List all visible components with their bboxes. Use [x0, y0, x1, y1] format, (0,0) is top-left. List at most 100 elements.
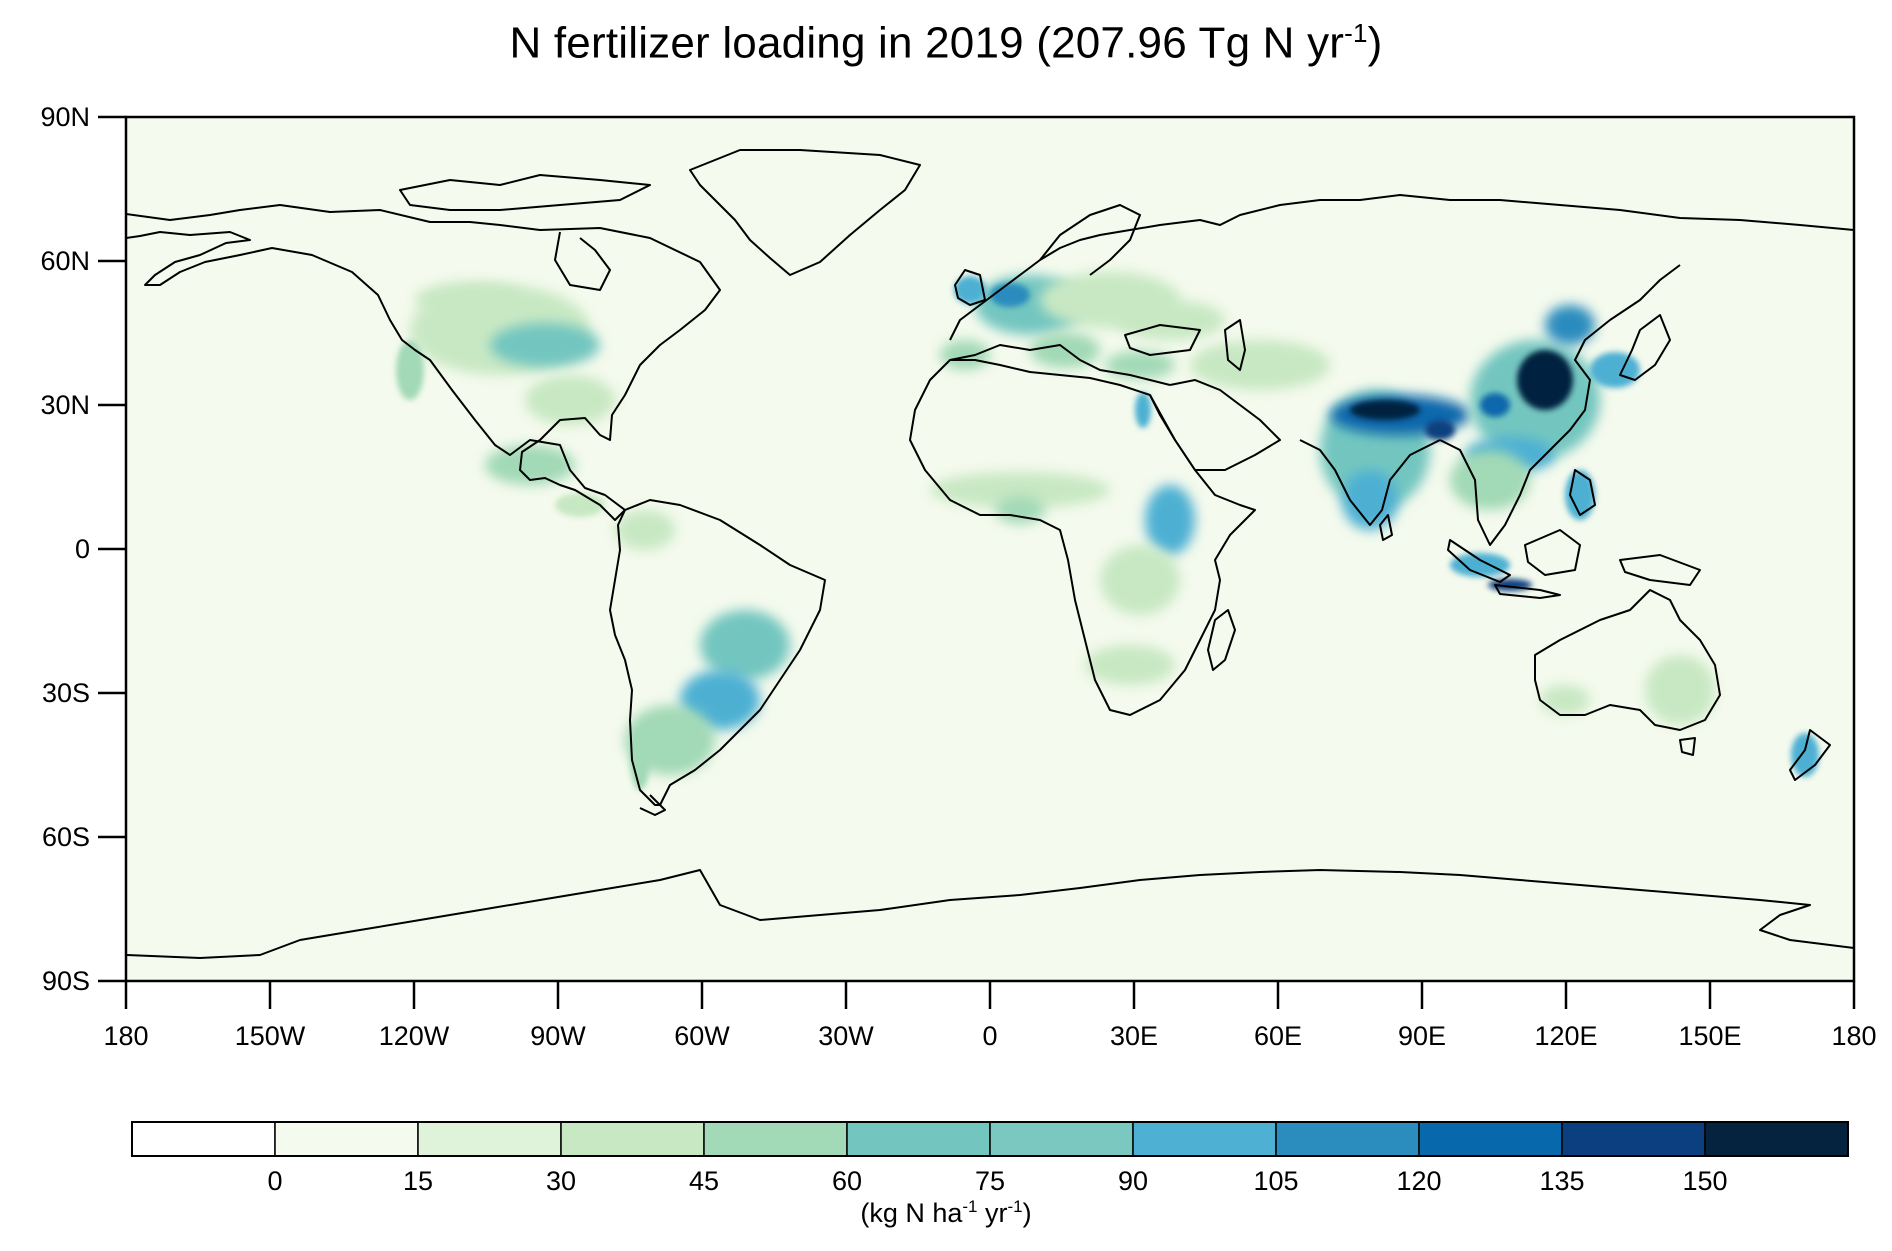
region-nigeria [995, 496, 1045, 524]
europe-coast [949, 194, 1854, 341]
lon-tick-label: 30W [818, 1021, 874, 1051]
colorbar-tick-label: 135 [1539, 1166, 1584, 1196]
north-america-coast [126, 204, 721, 521]
colorbar-swatch [846, 1121, 991, 1157]
sri-lanka [1379, 514, 1393, 541]
black-sea [1124, 324, 1201, 356]
lon-tick-label: 60E [1254, 1021, 1302, 1051]
caspian-sea [1224, 319, 1246, 371]
lat-tick-label: 30S [42, 678, 90, 708]
india-coast [1299, 439, 1441, 526]
region-sahel [930, 472, 1110, 508]
colorbar-swatch [560, 1121, 705, 1157]
lon-tick-label: 120W [379, 1021, 450, 1051]
arabia-coast [1149, 379, 1281, 471]
philippines-coast [1569, 469, 1596, 516]
lon-tick-label: 150W [235, 1021, 306, 1051]
region-south-africa [1085, 645, 1175, 685]
region-korea-japan [1590, 352, 1640, 388]
colorbar-swatch [1275, 1121, 1420, 1157]
hudson-bay-coast [554, 231, 611, 291]
region-iran-central-asia [1190, 340, 1330, 390]
colorbar-swatch [1704, 1121, 1849, 1157]
region-mainland-se-asia [1450, 450, 1530, 510]
region-california [396, 340, 424, 400]
south-america-tip [639, 794, 666, 816]
region-italy-balkans [1030, 332, 1100, 368]
colorbar-tick-label: 30 [546, 1166, 576, 1196]
lat-tick-label: 30N [40, 390, 90, 420]
colorbar-frame [131, 1121, 1849, 1157]
region-australia-sw [1540, 685, 1590, 715]
lon-tick-label: 180 [1831, 1021, 1876, 1051]
lat-tick-label: 0 [75, 534, 90, 564]
map-background [126, 117, 1854, 981]
new-zealand-coast [1789, 729, 1831, 781]
arctic-islands [399, 174, 651, 211]
region-australia-east [1645, 655, 1715, 725]
region-east-africa [1100, 545, 1180, 615]
java-coast [1494, 584, 1561, 599]
south-america-coast [609, 499, 826, 806]
madagascar-coast [1207, 609, 1236, 671]
region-north-china-plain [1517, 350, 1573, 410]
lat-tick-label: 90S [42, 966, 90, 996]
lat-tick-label: 90N [40, 102, 90, 132]
lon-tick-label: 90E [1398, 1021, 1446, 1051]
colorbar-swatch [274, 1121, 419, 1157]
lon-tick-label: 180 [103, 1021, 148, 1051]
colorbar-tick-label: 105 [1253, 1166, 1298, 1196]
colorbar-tick-label: 120 [1396, 1166, 1441, 1196]
map-title: N fertilizer loading in 2019 (207.96 Tg … [509, 18, 1383, 68]
lat-tick-label: 60S [42, 822, 90, 852]
lon-tick-label: 120E [1534, 1021, 1597, 1051]
region-central-america [555, 493, 605, 517]
antarctica-coast [126, 869, 1854, 959]
lon-tick-label: 90W [530, 1021, 586, 1051]
region-mexico [485, 445, 575, 485]
colorbar-tick-label: 90 [1118, 1166, 1148, 1196]
region-uk [954, 276, 986, 304]
colorbar-unit-label: (kg N ha-1 yr-1) [860, 1197, 1032, 1228]
tasmania [1679, 737, 1696, 756]
region-us-corn-belt [490, 323, 600, 367]
borneo-coast [1524, 529, 1581, 576]
colorbar-tick-label: 45 [689, 1166, 719, 1196]
region-sumatra [1450, 553, 1510, 577]
region-northeast-china [1545, 305, 1595, 345]
region-bangladesh [1425, 420, 1455, 440]
region-punjab-bengal [1350, 400, 1420, 420]
colorbar-swatch [703, 1121, 848, 1157]
se-asia-coast [1439, 264, 1681, 546]
lon-tick-label: 0 [982, 1021, 997, 1051]
colorbar-swatch [1132, 1121, 1277, 1157]
lon-tick-label: 150E [1678, 1021, 1741, 1051]
africa-coast [909, 359, 1256, 716]
longitude-axis: 180 150W 120W 90W 60W 30W 0 30E 60E 90E 120E 150E 18… [103, 981, 1877, 1051]
region-turkey [1105, 351, 1175, 379]
colorbar-tick-label: 150 [1682, 1166, 1727, 1196]
colorbar-swatch [1561, 1121, 1706, 1157]
colorbar-tick-label: 75 [975, 1166, 1005, 1196]
australia-coast [1534, 589, 1721, 731]
region-brazil-cerrado [700, 610, 790, 680]
scandinavia-coast [1039, 204, 1141, 276]
lon-tick-label: 30E [1110, 1021, 1158, 1051]
colorbar-tick-label: 0 [267, 1166, 282, 1196]
lat-tick-label: 60N [40, 246, 90, 276]
region-canada-prairies [415, 282, 525, 318]
region-benelux [990, 283, 1030, 307]
colorbar-tick-label: 15 [403, 1166, 433, 1196]
colorbar-swatch [417, 1121, 562, 1157]
region-sichuan [1480, 393, 1510, 417]
region-nile [1135, 392, 1151, 428]
region-india-south [1342, 470, 1398, 530]
lon-tick-label: 60W [674, 1021, 730, 1051]
coastlines [126, 149, 1854, 959]
greenland-coast [689, 149, 921, 276]
colorbar-swatch [1418, 1121, 1563, 1157]
latitude-axis: 90N 60N 30N 0 30S 60S 90S [40, 102, 126, 996]
colorbar-swatch [989, 1121, 1134, 1157]
region-ethiopia-kenya [1145, 485, 1195, 555]
